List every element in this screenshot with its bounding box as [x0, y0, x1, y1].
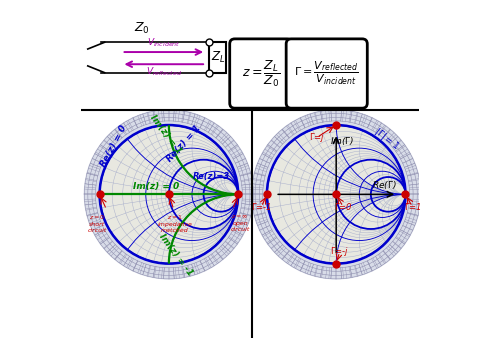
Text: Im(z) = 0: Im(z) = 0 [134, 182, 180, 191]
Text: Re(z)=3: Re(z)=3 [193, 172, 230, 181]
FancyBboxPatch shape [230, 39, 292, 108]
Text: $z=0$
short
circuit: $z=0$ short circuit [88, 213, 107, 233]
Text: Re($\Gamma$): Re($\Gamma$) [372, 179, 397, 191]
Text: $z=\infty$
open
circuit: $z=\infty$ open circuit [230, 213, 250, 232]
Text: $V_{incident}$: $V_{incident}$ [147, 36, 180, 49]
Text: Im(z) = -1: Im(z) = -1 [157, 232, 194, 277]
Text: $\Gamma = \dfrac{V_{reflected}}{V_{incident}}$: $\Gamma = \dfrac{V_{reflected}}{V_{incid… [294, 60, 359, 87]
Circle shape [100, 125, 238, 264]
Text: Im($\Gamma$): Im($\Gamma$) [330, 135, 354, 147]
Text: $z=1$
impedance
matched: $z=1$ impedance matched [158, 213, 192, 233]
Text: $V_{reflected}$: $V_{reflected}$ [146, 66, 182, 78]
Text: $|\Gamma|=1$: $|\Gamma|=1$ [370, 125, 402, 153]
Text: $\Gamma$=0: $\Gamma$=0 [334, 201, 352, 212]
Text: $z = \dfrac{Z_L}{Z_0}$: $z = \dfrac{Z_L}{Z_0}$ [242, 58, 281, 89]
Text: $\Gamma$=-j: $\Gamma$=-j [330, 245, 349, 258]
Text: Re(z) = 1: Re(z) = 1 [166, 124, 203, 164]
FancyBboxPatch shape [286, 39, 368, 108]
Circle shape [267, 125, 406, 264]
Text: $\Gamma$=j: $\Gamma$=j [309, 131, 325, 144]
Text: Im(z) = 1: Im(z) = 1 [148, 113, 184, 155]
Text: $\Gamma$=-1: $\Gamma$=-1 [251, 201, 272, 212]
Circle shape [252, 110, 420, 279]
Circle shape [84, 110, 253, 279]
Bar [210, 42, 226, 73]
Text: Re(z) = 0: Re(z) = 0 [98, 123, 128, 168]
Text: $\Gamma$=1: $\Gamma$=1 [404, 201, 421, 212]
Text: $Z_0$: $Z_0$ [134, 21, 150, 36]
Text: $Z_L$: $Z_L$ [210, 50, 225, 65]
